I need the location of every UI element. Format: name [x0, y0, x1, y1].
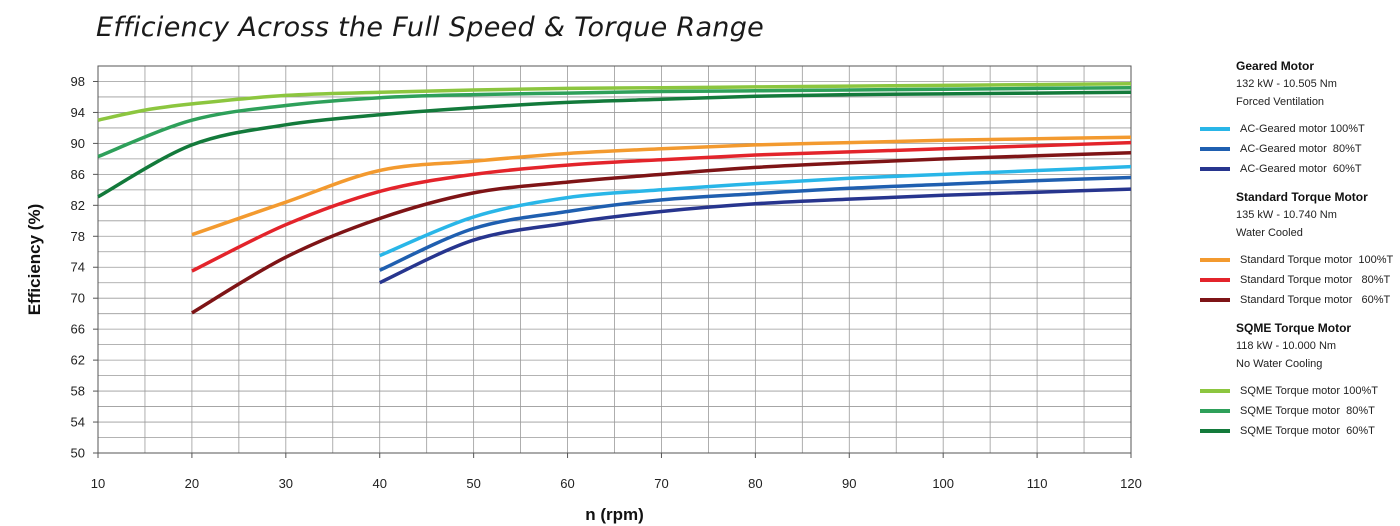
y-tick-label: 58 — [71, 384, 85, 399]
legend-swatch — [1200, 429, 1230, 433]
legend-label: SQME Torque motor 60%T — [1240, 425, 1375, 437]
x-tick-label: 70 — [654, 476, 668, 491]
x-tick-label: 10 — [91, 476, 105, 491]
legend-group-spec: 132 kW - 10.505 Nm — [1236, 78, 1337, 90]
y-axis-label: Efficiency (%) — [25, 204, 44, 315]
series-line-1 — [378, 175, 1132, 272]
legend-group-spec: 135 kW - 10.740 Nm — [1236, 209, 1337, 221]
y-tick-label: 66 — [71, 322, 85, 337]
legend-group-spec: 118 kW - 10.000 Nm — [1236, 340, 1337, 352]
legend-item-1: AC-Geared motor 80%T — [1190, 139, 1395, 159]
legend-group-1: Standard Torque Motor 135 kW - 10.740 Nm W… — [1190, 189, 1395, 310]
x-tick-label: 50 — [466, 476, 480, 491]
legend-group-title: SQME Torque Motor — [1236, 321, 1352, 335]
x-tick-label: 80 — [748, 476, 762, 491]
x-tick-label: 60 — [560, 476, 574, 491]
legend-item-8: SQME Torque motor 60%T — [1190, 421, 1395, 441]
x-tick-label: 90 — [842, 476, 856, 491]
x-tick-label: 30 — [279, 476, 293, 491]
legend-label: AC-Geared motor 100%T — [1240, 123, 1365, 135]
efficiency-chart: 50 54 58 62 66 70 74 78 82 86 90 94 98 10 20 30 40 50 60 7… — [25, 65, 1142, 524]
series-line-6 — [97, 82, 1132, 122]
legend-item-3: Standard Torque motor 100%T — [1190, 250, 1395, 270]
y-tick-label: 98 — [71, 74, 85, 89]
legend-group-2: SQME Torque Motor 118 kW - 10.000 Nm No Wa… — [1190, 320, 1395, 441]
x-tick-label: 20 — [185, 476, 199, 491]
y-tick-label: 94 — [71, 105, 85, 120]
x-tick-label: 110 — [1027, 476, 1048, 491]
y-tick-label: 62 — [71, 353, 85, 368]
legend-label: Standard Torque motor 80%T — [1240, 274, 1391, 286]
legend-item-4: Standard Torque motor 80%T — [1190, 270, 1395, 290]
legend-label: SQME Torque motor 80%T — [1240, 405, 1375, 417]
legend-swatch — [1200, 298, 1230, 302]
legend-swatch — [1200, 127, 1230, 131]
legend-label: AC-Geared motor 80%T — [1240, 143, 1362, 155]
legend-item-6: SQME Torque motor 100%T — [1190, 381, 1395, 401]
y-tick-label: 50 — [71, 446, 85, 461]
series-line-2 — [378, 187, 1132, 285]
grid — [97, 65, 1132, 454]
legend-group-0: Geared Motor 132 kW - 10.505 Nm Forced Ven… — [1190, 58, 1395, 179]
x-axis-label: n (rpm) — [585, 505, 644, 524]
legend-swatch — [1200, 278, 1230, 282]
legend-group-title: Geared Motor — [1236, 59, 1315, 73]
y-tick-label: 70 — [71, 291, 85, 306]
x-tick-label: 120 — [1120, 476, 1142, 491]
legend-item-5: Standard Torque motor 60%T — [1190, 290, 1395, 310]
legend-swatch — [1200, 389, 1230, 393]
y-tick-labels: 50 54 58 62 66 70 74 78 82 86 90 94 98 — [71, 74, 98, 461]
x-tick-label: 40 — [372, 476, 386, 491]
series-line-0 — [379, 164, 1132, 258]
series-lines — [97, 82, 1132, 315]
legend-group-spec: Water Cooled — [1236, 227, 1303, 239]
legend-group-title: Standard Torque Motor — [1236, 190, 1368, 204]
legend-swatch — [1200, 147, 1230, 151]
legend-item-2: AC-Geared motor 60%T — [1190, 159, 1395, 179]
series-line-4 — [191, 140, 1132, 273]
legend-group-spec: Forced Ventilation — [1236, 96, 1325, 108]
y-tick-label: 90 — [71, 136, 85, 151]
legend-group-spec: No Water Cooling — [1236, 358, 1323, 370]
chart-title: Efficiency Across the Full Speed & Torqu… — [96, 12, 765, 43]
legend-swatch — [1200, 258, 1230, 262]
y-tick-label: 86 — [71, 167, 85, 182]
legend-item-7: SQME Torque motor 80%T — [1190, 401, 1395, 421]
legend-label: Standard Torque motor 60%T — [1240, 294, 1391, 306]
plot-frame — [97, 65, 1132, 454]
x-tick-labels: 10 20 30 40 50 60 70 80 90 100 110 120 — [91, 453, 1142, 491]
legend-label: Standard Torque motor 100%T — [1240, 254, 1394, 266]
series-line-7 — [97, 85, 1132, 159]
legend-label: SQME Torque motor 100%T — [1240, 385, 1378, 397]
series-line-5 — [191, 150, 1132, 315]
legend-swatch — [1200, 409, 1230, 413]
legend: Geared Motor 132 kW - 10.505 Nm Forced Ven… — [1190, 58, 1395, 451]
legend-label: AC-Geared motor 60%T — [1240, 163, 1362, 175]
x-tick-label: 100 — [932, 476, 954, 491]
y-tick-label: 74 — [71, 260, 85, 275]
series-line-3 — [191, 135, 1132, 237]
legend-swatch — [1200, 167, 1230, 171]
legend-item-0: AC-Geared motor 100%T — [1190, 119, 1395, 139]
y-tick-label: 82 — [71, 198, 85, 213]
y-tick-label: 78 — [71, 229, 85, 244]
series-line-8 — [97, 90, 1132, 199]
y-tick-label: 54 — [71, 415, 85, 430]
